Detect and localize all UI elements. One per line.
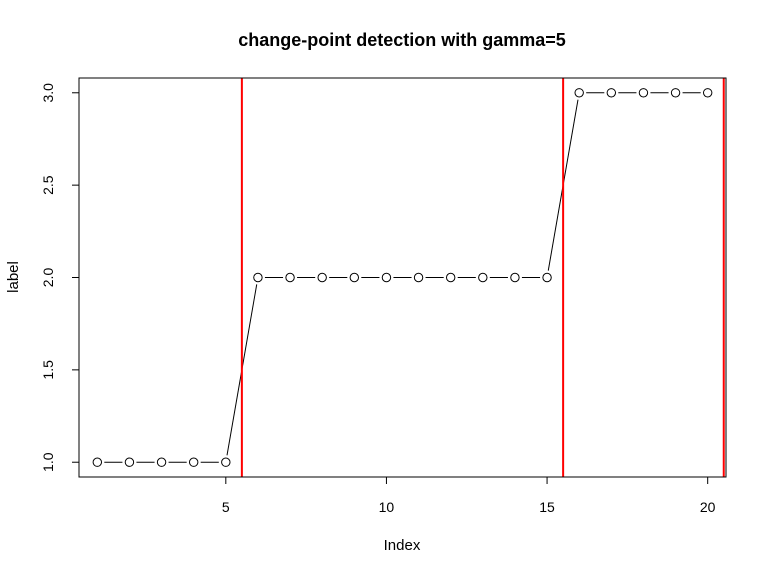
data-point [670, 88, 681, 98]
data-point [445, 272, 456, 283]
y-tick-label: 2.0 [40, 268, 56, 288]
y-tick-label: 1.0 [40, 452, 56, 472]
x-axis: 5 10 15 20 [222, 476, 716, 515]
x-tick-label: 5 [222, 499, 230, 515]
y-tick-label: 3.0 [40, 83, 56, 103]
data-point [381, 272, 392, 283]
data-point [510, 272, 520, 283]
data-point [92, 457, 103, 467]
plot-area [92, 78, 725, 477]
data-point [478, 272, 488, 283]
data-point [638, 88, 649, 98]
data-point [253, 272, 263, 283]
data-point [542, 272, 552, 283]
x-tick-label: 20 [700, 499, 716, 515]
x-tick-label: 10 [379, 499, 395, 515]
data-point [124, 457, 135, 467]
chart-title: change-point detection with gamma=5 [238, 30, 566, 50]
data-point [349, 272, 360, 283]
x-axis-label: Index [384, 537, 421, 554]
data-point [188, 457, 199, 467]
data-point [702, 88, 713, 98]
data-point [317, 272, 327, 283]
data-point [413, 272, 424, 283]
data-point [606, 88, 617, 98]
data-point [221, 457, 231, 467]
x-tick-label: 15 [539, 499, 555, 515]
data-point [285, 272, 295, 283]
data-point [574, 88, 584, 98]
data-point [156, 457, 167, 467]
y-axis-label: label [5, 261, 22, 293]
y-axis: 1.0 1.5 2.0 2.5 3.0 [40, 83, 80, 472]
y-tick-label: 2.5 [40, 175, 56, 195]
y-tick-label: 1.5 [40, 360, 56, 380]
